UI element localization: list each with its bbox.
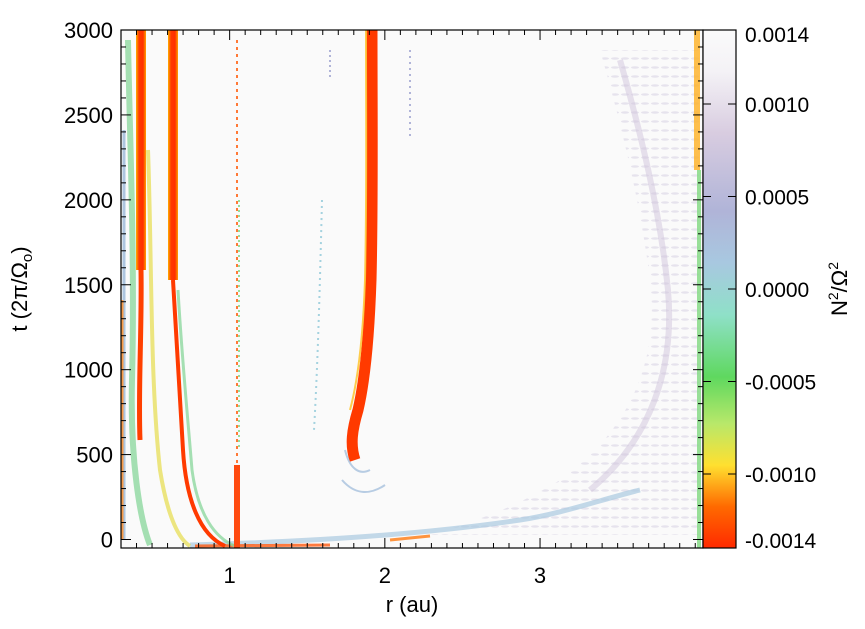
bottom-streak-red bbox=[194, 543, 331, 548]
inner-band-red bbox=[136, 30, 146, 270]
colorbar-tick-label: -0.0010 bbox=[745, 464, 816, 487]
outer-edge-green bbox=[697, 170, 701, 548]
y-tick-label: 500 bbox=[76, 443, 113, 468]
y-tick-label: 1500 bbox=[64, 273, 113, 298]
y-tick-label: 3000 bbox=[64, 18, 113, 43]
band-0.6au-curve bbox=[171, 279, 226, 548]
colorbar-tick-label: 0.0000 bbox=[745, 279, 809, 302]
wave-region-edge bbox=[588, 59, 673, 493]
y-tick-label: 2000 bbox=[64, 188, 113, 213]
y-tick-label: 2500 bbox=[64, 103, 113, 128]
inner-band-green bbox=[125, 39, 153, 547]
band-1.8au-foot bbox=[341, 449, 386, 493]
y-tick-label: 0 bbox=[101, 528, 113, 553]
band-0.6au-curve-green bbox=[176, 289, 236, 548]
colorbar-tick-label: 0.0010 bbox=[745, 94, 809, 117]
band-1.8au bbox=[346, 30, 378, 462]
inner-band-red-lower bbox=[136, 269, 144, 441]
y-axis-label: t (2π/Ωo) bbox=[7, 246, 36, 331]
colorbar-tick-label: 0.0014 bbox=[745, 24, 810, 47]
band-1au-base bbox=[234, 465, 240, 548]
x-tick-label: 3 bbox=[534, 563, 546, 588]
x-tick-label: 2 bbox=[379, 563, 391, 588]
wave-region bbox=[430, 50, 700, 535]
x-axis: 1 2 3 bbox=[120, 30, 696, 588]
band-0.6au-red bbox=[168, 30, 178, 280]
x-tick-label: 1 bbox=[224, 563, 236, 588]
colorbar-label-sup-2: 2 bbox=[825, 262, 841, 270]
colorbar-label: N2/Ω2 bbox=[825, 262, 852, 316]
colorbar-tick-label: -0.0005 bbox=[745, 372, 816, 395]
band-1.8au-edge bbox=[349, 30, 368, 411]
colorbar-tick-label: -0.0014 bbox=[745, 530, 817, 553]
inner-band-yellow bbox=[146, 149, 192, 548]
bottom-streak bbox=[189, 487, 641, 548]
y-tick-label: 1000 bbox=[64, 358, 113, 383]
y-axis-label-subscript: o bbox=[19, 254, 36, 262]
outer-edge-band bbox=[694, 30, 700, 170]
colorbar-ticks: 0.0014 0.0010 0.0005 0.0000 -0.0005 -0.0010 -0… bbox=[703, 24, 817, 553]
y-axis: 0 500 1000 1500 2000 2500 3000 bbox=[64, 18, 703, 553]
bottom-streak-red-2 bbox=[389, 534, 431, 542]
heatmap bbox=[121, 30, 701, 548]
colorbar-tick-label: 0.0005 bbox=[745, 187, 809, 210]
x-axis-label: r (au) bbox=[386, 592, 439, 617]
colorbar-label-sup-1: 2 bbox=[825, 292, 841, 300]
